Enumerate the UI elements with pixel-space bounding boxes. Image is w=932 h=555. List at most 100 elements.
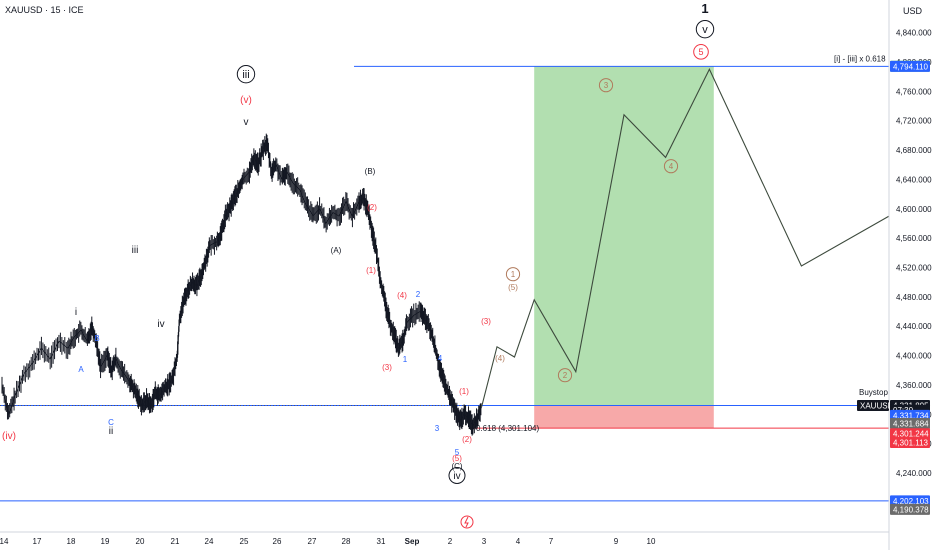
wave-label: (A): [331, 246, 342, 255]
buystop-label: Buystop: [859, 388, 888, 397]
wave-label-circle: [663, 159, 679, 174]
wave-label-circle: [448, 467, 466, 484]
price-series-line: [1, 141, 482, 427]
time-tick-label: 4: [516, 537, 521, 546]
time-tick-label: 10: [647, 537, 656, 546]
time-tick-label: 28: [342, 537, 351, 546]
time-tick-label: 25: [240, 537, 249, 546]
price-tick-label: 4,400.000: [896, 352, 932, 361]
price-badge-text: 4,190.378: [893, 505, 929, 514]
price-badge: [890, 428, 930, 440]
time-tick-label: 17: [33, 537, 42, 546]
wave-label: B: [94, 334, 99, 343]
price-tick-label: 4,600.000: [896, 205, 932, 214]
wave-label: (5): [452, 454, 462, 463]
price-tick-label: 4,640.000: [896, 175, 932, 184]
wave-label: (1): [459, 387, 469, 396]
price-badge: [890, 60, 930, 72]
wave-label: iii: [242, 69, 249, 81]
lightning-icon[interactable]: [460, 515, 474, 529]
time-tick-label: 27: [308, 537, 317, 546]
price-badge: [890, 503, 930, 515]
wave-label: (4): [397, 291, 407, 300]
price-badge-text: 4,331.684: [893, 419, 929, 428]
wave-label: 5: [698, 47, 703, 57]
wave-label: (1): [366, 266, 376, 275]
wave-label-circle: [693, 44, 709, 60]
price-badge: [857, 400, 889, 412]
price-badge-text: 4,301.113: [893, 439, 929, 448]
price-badge-text: XAUUSD: [860, 402, 894, 411]
time-tick-label: 9: [614, 537, 619, 546]
price-badge-text: 4,331.734: [893, 411, 929, 420]
wave-label: 1: [701, 1, 708, 16]
wave-label: 3: [604, 81, 609, 90]
wave-label: 5: [455, 448, 460, 457]
wave-label: iii: [132, 245, 139, 256]
wave-label: i: [75, 307, 77, 318]
fib-target-label: [i] - [iii] x 0.618: [834, 54, 886, 63]
price-tick-label: 4,360.000: [896, 381, 932, 390]
wave-label: (2): [462, 435, 472, 444]
wave-label: (B): [365, 167, 376, 176]
wave-label: (3): [382, 363, 392, 372]
wave-label: iv: [453, 471, 460, 482]
wave-label: C: [108, 418, 114, 427]
wave-label-circle: [557, 368, 573, 383]
wave-label: (iv): [2, 431, 16, 442]
price-badge: [890, 495, 930, 507]
fib-level-label: 0.618 (4,301.104): [476, 424, 539, 433]
loss-zone[interactable]: [534, 405, 714, 429]
wave-label: (C): [451, 462, 462, 471]
time-tick-label: 3: [482, 537, 487, 546]
wave-label: 2: [563, 371, 568, 380]
price-tick-label: 4,760.000: [896, 87, 932, 96]
wave-label: (2): [367, 203, 377, 212]
wave-label: v: [244, 117, 249, 128]
wave-label: 4: [669, 162, 674, 171]
wave-label: (v): [240, 95, 252, 106]
price-tick-label: 4,240.000: [896, 469, 932, 478]
time-tick-label: 7: [549, 537, 554, 546]
profit-zone[interactable]: [534, 66, 714, 406]
price-badge: [890, 417, 930, 429]
projection-path[interactable]: [481, 68, 890, 408]
time-tick-label: 14: [0, 537, 9, 546]
time-tick-label: 31: [377, 537, 386, 546]
wave-label-circle: [505, 267, 521, 282]
price-badge-text: 4,794.110: [893, 62, 929, 71]
time-tick-label: 2: [448, 537, 453, 546]
wave-label-circle: [695, 19, 715, 39]
wave-label: 2: [416, 290, 421, 299]
price-tick-label: 4,840.000: [896, 29, 932, 38]
price-tick-label: 4,480.000: [896, 293, 932, 302]
price-tick-label: 4,440.000: [896, 322, 932, 331]
time-tick-label: 21: [171, 537, 180, 546]
wave-label: ii: [109, 426, 113, 437]
currency-label: USD: [903, 6, 923, 16]
time-tick-label: 18: [67, 537, 76, 546]
time-tick-label: 24: [205, 537, 214, 546]
symbol-title: XAUUSD · 15 · ICE: [5, 5, 84, 15]
wave-label: 1: [403, 355, 408, 364]
price-badge-text: 4,202.103: [893, 497, 929, 506]
price-tick-label: 4,520.000: [896, 264, 932, 273]
time-tick-label: 19: [101, 537, 110, 546]
wave-label: v: [702, 24, 708, 36]
wave-label: 1: [511, 270, 516, 279]
wave-label: 4: [438, 354, 443, 363]
wave-label: (4): [495, 354, 505, 363]
time-tick-label: 20: [136, 537, 145, 546]
wave-label: iv: [157, 319, 164, 330]
price-tick-label: 4,560.000: [896, 234, 932, 243]
wave-label-circle: [236, 64, 256, 84]
price-tick-label: 4,680.000: [896, 146, 932, 155]
time-tick-label: Sep: [405, 537, 420, 546]
price-badge-text: 4,301.244: [893, 430, 929, 439]
time-tick-label: 26: [273, 537, 282, 546]
wave-label: (5): [508, 283, 518, 292]
wave-label: A: [78, 365, 84, 374]
wave-label: (3): [481, 317, 491, 326]
